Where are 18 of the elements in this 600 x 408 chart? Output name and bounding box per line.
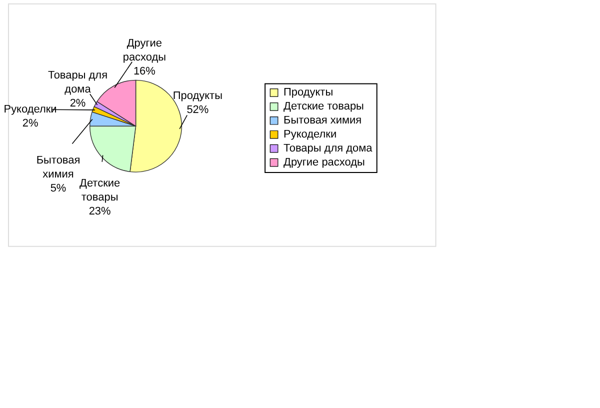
data-label: 2% (70, 98, 86, 110)
data-label: 23% (88, 206, 112, 218)
legend-label: Детские товары (284, 100, 364, 113)
slice-label: Другие расходы (122, 38, 166, 64)
legend-label: Товары для дома (284, 142, 374, 155)
data-label: 2% (22, 117, 38, 130)
slice-label: Детские товары (80, 178, 120, 204)
legend-label: Рукоделки (284, 128, 337, 141)
legend-label: Продукты (284, 86, 334, 99)
legend-label: Другие расходы (284, 156, 365, 169)
legend-label: Бытовая химия (284, 114, 362, 127)
data-label: 5% (50, 182, 66, 195)
data-label: 52% (186, 104, 209, 116)
data-label: 16% (133, 66, 156, 78)
slice-label: Бытовая химия (36, 154, 80, 181)
slice-label: Продукты (172, 90, 223, 102)
slice-label: Товары для дома (48, 70, 108, 96)
slice-label: Рукоделки (4, 103, 57, 116)
